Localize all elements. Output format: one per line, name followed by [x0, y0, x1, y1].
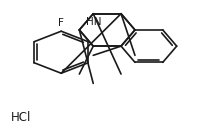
Text: HCl: HCl	[11, 111, 31, 124]
Text: F: F	[58, 18, 64, 28]
Text: HN: HN	[86, 17, 101, 27]
